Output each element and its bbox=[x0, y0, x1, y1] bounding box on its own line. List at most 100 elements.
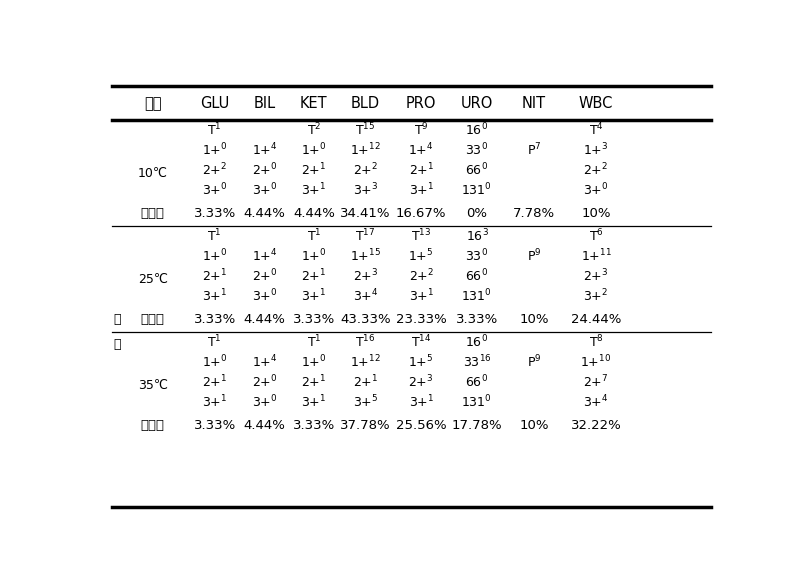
Text: 16.67%: 16.67% bbox=[396, 206, 446, 220]
Text: 43.33%: 43.33% bbox=[340, 313, 390, 326]
Text: 3.33%: 3.33% bbox=[456, 313, 498, 326]
Text: T$^1$: T$^1$ bbox=[306, 228, 321, 245]
Text: 131$^0$: 131$^0$ bbox=[462, 182, 493, 198]
Text: T$^8$: T$^8$ bbox=[589, 334, 603, 350]
Text: 7.78%: 7.78% bbox=[513, 206, 555, 220]
Text: 3+$^0$: 3+$^0$ bbox=[251, 288, 277, 305]
Text: T$^{13}$: T$^{13}$ bbox=[411, 228, 431, 245]
Text: 3+$^3$: 3+$^3$ bbox=[353, 182, 378, 198]
Text: 2+$^2$: 2+$^2$ bbox=[353, 162, 378, 179]
Text: 37.78%: 37.78% bbox=[340, 419, 390, 432]
Text: 1+$^0$: 1+$^0$ bbox=[202, 248, 227, 265]
Text: GLU: GLU bbox=[200, 96, 230, 111]
Text: 25℃: 25℃ bbox=[138, 273, 168, 286]
Text: 3+$^4$: 3+$^4$ bbox=[353, 288, 378, 305]
Text: 3+$^0$: 3+$^0$ bbox=[251, 394, 277, 410]
Text: KET: KET bbox=[300, 96, 328, 111]
Text: 1+$^5$: 1+$^5$ bbox=[409, 354, 434, 370]
Text: 3+$^4$: 3+$^4$ bbox=[583, 394, 609, 410]
Text: 0%: 0% bbox=[466, 206, 487, 220]
Text: 1+$^{15}$: 1+$^{15}$ bbox=[350, 248, 381, 265]
Text: T$^{16}$: T$^{16}$ bbox=[355, 334, 375, 350]
Text: 3.33%: 3.33% bbox=[194, 419, 236, 432]
Text: T$^4$: T$^4$ bbox=[589, 122, 603, 139]
Text: 1+$^3$: 1+$^3$ bbox=[583, 142, 609, 159]
Text: 33$^0$: 33$^0$ bbox=[466, 142, 489, 159]
Text: 1+$^{11}$: 1+$^{11}$ bbox=[581, 248, 611, 265]
Text: 1+$^4$: 1+$^4$ bbox=[408, 142, 434, 159]
Text: T$^{17}$: T$^{17}$ bbox=[355, 228, 375, 245]
Text: 3.33%: 3.33% bbox=[293, 419, 335, 432]
Text: 3+$^1$: 3+$^1$ bbox=[302, 182, 326, 198]
Text: T$^1$: T$^1$ bbox=[207, 122, 222, 139]
Text: 2+$^3$: 2+$^3$ bbox=[583, 268, 609, 285]
Text: 16$^3$: 16$^3$ bbox=[466, 228, 489, 245]
Text: 3+$^0$: 3+$^0$ bbox=[202, 182, 227, 198]
Text: 3+$^1$: 3+$^1$ bbox=[302, 394, 326, 410]
Text: 4.44%: 4.44% bbox=[293, 206, 335, 220]
Text: T$^9$: T$^9$ bbox=[414, 122, 429, 139]
Text: 1+$^0$: 1+$^0$ bbox=[301, 354, 326, 370]
Text: 1+$^{12}$: 1+$^{12}$ bbox=[350, 354, 381, 370]
Text: 17.78%: 17.78% bbox=[452, 419, 502, 432]
Text: 2+$^1$: 2+$^1$ bbox=[302, 268, 326, 285]
Text: URO: URO bbox=[461, 96, 493, 111]
Text: 2+$^0$: 2+$^0$ bbox=[251, 268, 277, 285]
Text: 2+$^1$: 2+$^1$ bbox=[302, 162, 326, 179]
Text: 2+$^1$: 2+$^1$ bbox=[202, 268, 227, 285]
Text: 温: 温 bbox=[114, 313, 121, 326]
Text: 3+$^1$: 3+$^1$ bbox=[409, 182, 434, 198]
Text: BLD: BLD bbox=[350, 96, 380, 111]
Text: 24.44%: 24.44% bbox=[571, 313, 621, 326]
Text: 4.44%: 4.44% bbox=[243, 419, 286, 432]
Text: T$^6$: T$^6$ bbox=[589, 228, 603, 245]
Text: 3+$^1$: 3+$^1$ bbox=[409, 394, 434, 410]
Text: P$^7$: P$^7$ bbox=[526, 142, 542, 159]
Text: T$^1$: T$^1$ bbox=[207, 334, 222, 350]
Text: T$^1$: T$^1$ bbox=[207, 228, 222, 245]
Text: 33$^{16}$: 33$^{16}$ bbox=[462, 354, 491, 370]
Text: 3+$^2$: 3+$^2$ bbox=[583, 288, 609, 305]
Text: 2+$^7$: 2+$^7$ bbox=[583, 374, 609, 390]
Text: WBC: WBC bbox=[579, 96, 613, 111]
Text: 1+$^0$: 1+$^0$ bbox=[202, 142, 227, 159]
Text: 32.22%: 32.22% bbox=[570, 419, 622, 432]
Text: 2+$^1$: 2+$^1$ bbox=[409, 162, 434, 179]
Text: 3.33%: 3.33% bbox=[194, 206, 236, 220]
Text: 131$^0$: 131$^0$ bbox=[462, 394, 493, 410]
Text: P$^9$: P$^9$ bbox=[526, 248, 542, 265]
Text: T$^{15}$: T$^{15}$ bbox=[355, 122, 375, 139]
Text: 1+$^0$: 1+$^0$ bbox=[301, 248, 326, 265]
Text: 4.44%: 4.44% bbox=[243, 206, 286, 220]
Text: T$^{14}$: T$^{14}$ bbox=[411, 334, 431, 350]
Text: 1+$^{12}$: 1+$^{12}$ bbox=[350, 142, 381, 159]
Text: 34.41%: 34.41% bbox=[340, 206, 390, 220]
Text: 1+$^4$: 1+$^4$ bbox=[251, 354, 277, 370]
Text: 3+$^1$: 3+$^1$ bbox=[202, 288, 227, 305]
Text: PRO: PRO bbox=[406, 96, 437, 111]
Text: 1+$^4$: 1+$^4$ bbox=[251, 248, 277, 265]
Text: 3+$^0$: 3+$^0$ bbox=[583, 182, 609, 198]
Text: 1+$^5$: 1+$^5$ bbox=[409, 248, 434, 265]
Text: 10%: 10% bbox=[519, 419, 549, 432]
Text: 10℃: 10℃ bbox=[138, 167, 168, 180]
Text: 131$^0$: 131$^0$ bbox=[462, 288, 493, 305]
Text: 2+$^0$: 2+$^0$ bbox=[251, 374, 277, 390]
Text: 3.33%: 3.33% bbox=[293, 313, 335, 326]
Text: T$^1$: T$^1$ bbox=[306, 334, 321, 350]
Text: 2+$^3$: 2+$^3$ bbox=[353, 268, 378, 285]
Text: 3+$^0$: 3+$^0$ bbox=[251, 182, 277, 198]
Text: 66$^0$: 66$^0$ bbox=[466, 268, 489, 285]
Text: 25.56%: 25.56% bbox=[396, 419, 446, 432]
Text: 2+$^3$: 2+$^3$ bbox=[409, 374, 434, 390]
Text: 10%: 10% bbox=[519, 313, 549, 326]
Text: 阳性率: 阳性率 bbox=[141, 313, 165, 326]
Text: 3.33%: 3.33% bbox=[194, 313, 236, 326]
Text: 1+$^4$: 1+$^4$ bbox=[251, 142, 277, 159]
Text: 项目: 项目 bbox=[144, 96, 162, 111]
Text: NIT: NIT bbox=[522, 96, 546, 111]
Text: 3+$^5$: 3+$^5$ bbox=[353, 394, 378, 410]
Text: 33$^0$: 33$^0$ bbox=[466, 248, 489, 265]
Text: 4.44%: 4.44% bbox=[243, 313, 286, 326]
Text: 10%: 10% bbox=[582, 206, 610, 220]
